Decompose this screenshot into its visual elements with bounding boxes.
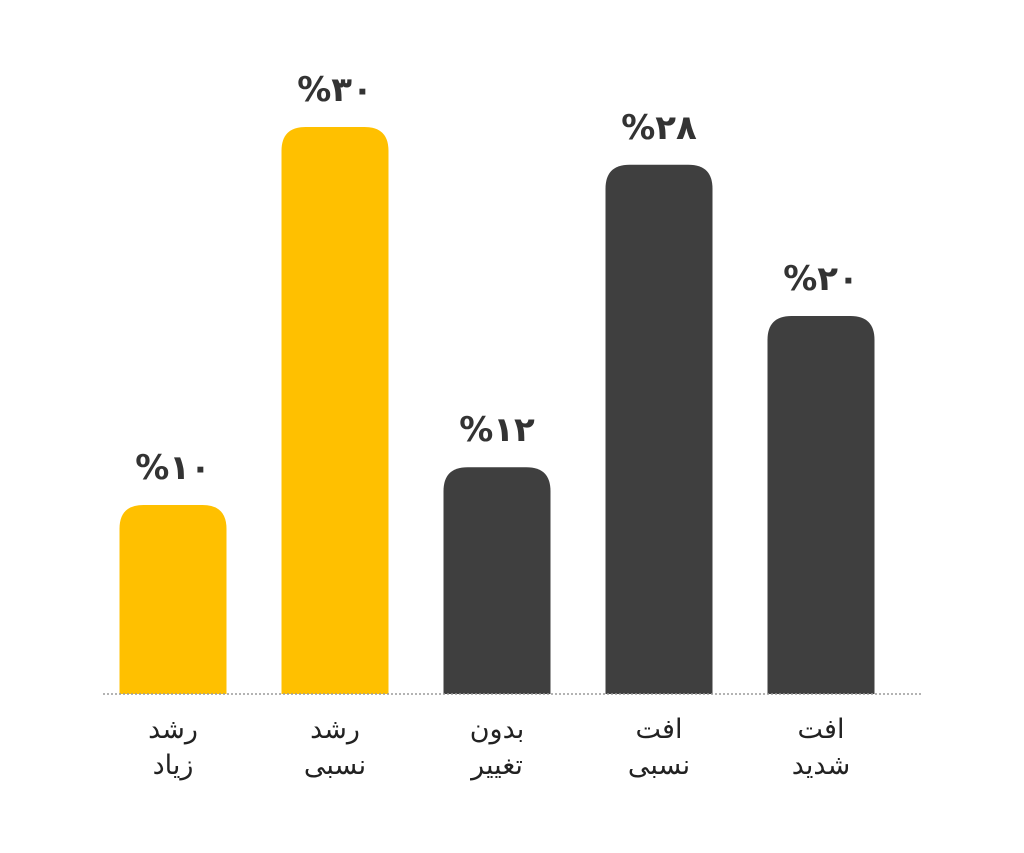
bar-3: [443, 467, 551, 694]
bar-value-label-5: %۲۰: [783, 259, 859, 299]
category-label-4-line-2: نسبی: [628, 750, 690, 781]
category-label-1-line-1: رشد: [148, 714, 198, 745]
category-label-5-line-2: شدید: [792, 750, 850, 781]
category-label-3-line-2: تغییر: [469, 750, 523, 781]
bar-value-label-4: %۲۸: [621, 108, 697, 148]
category-label-3-line-1: بدون: [470, 714, 525, 745]
category-label-2-line-2: نسبی: [304, 750, 366, 781]
bar-value-label-2: %۳۰: [297, 70, 373, 110]
category-label-1-line-2: زیاد: [153, 750, 194, 781]
bar-value-label-3: %۱۲: [459, 410, 535, 450]
category-label-5-line-1: افت: [798, 714, 845, 745]
category-label-4-line-1: افت: [636, 714, 683, 745]
bar-1: [119, 505, 227, 694]
bar-4: [605, 164, 713, 695]
bar-2: [281, 127, 389, 694]
category-label-2-line-1: رشد: [310, 714, 360, 745]
bar-5: [767, 316, 875, 694]
bar-value-label-1: %۱۰: [135, 448, 211, 488]
